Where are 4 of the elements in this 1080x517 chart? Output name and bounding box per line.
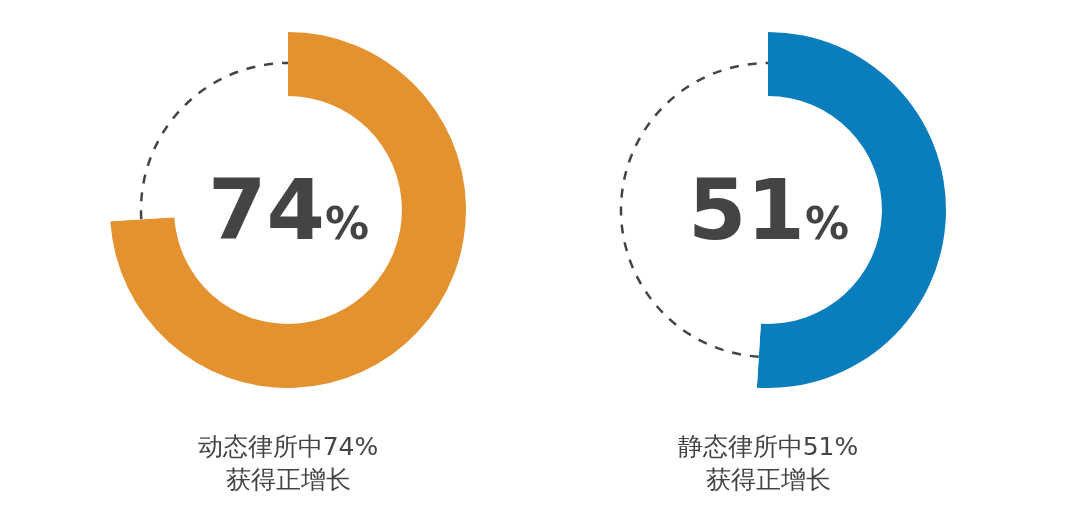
text: 74% xyxy=(208,161,369,259)
text: 静态律所中51% 获得正增长 xyxy=(677,432,859,494)
text: 动态律所中74% 获得正增长 xyxy=(197,432,379,494)
text: 51% xyxy=(688,161,849,259)
